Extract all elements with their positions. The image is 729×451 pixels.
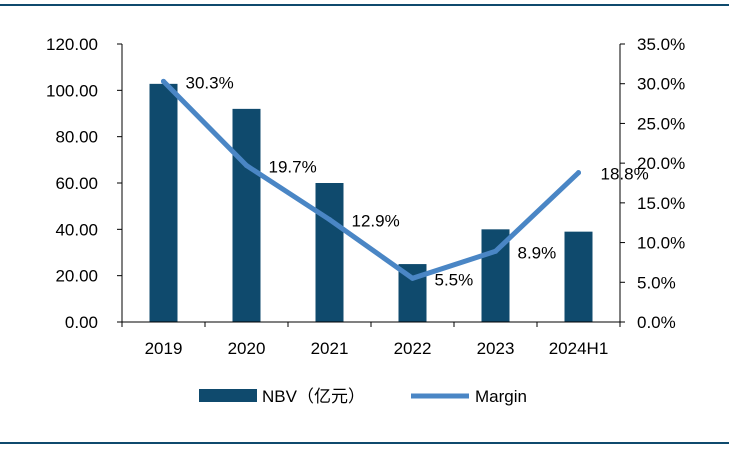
legend-bar-swatch xyxy=(199,389,257,402)
margin-data-label: 8.9% xyxy=(518,243,557,262)
bar-2024H1 xyxy=(564,231,593,322)
margin-point xyxy=(576,170,581,176)
x-tick-label: 2020 xyxy=(228,339,266,358)
legend: NBV（亿元） Margin xyxy=(199,387,527,406)
margin-data-label: 12.9% xyxy=(352,212,400,231)
legend-line-label: Margin xyxy=(475,387,527,406)
margin-point xyxy=(161,78,166,84)
margin-line xyxy=(161,78,581,281)
line-series xyxy=(161,78,581,281)
bottom-rule xyxy=(0,442,729,444)
top-rule xyxy=(0,4,729,6)
right-tick-label: 20.0% xyxy=(637,154,685,173)
right-tick-label: 15.0% xyxy=(637,194,685,213)
x-tick-label: 2023 xyxy=(477,339,515,358)
left-tick-label: 100.00 xyxy=(46,81,98,100)
margin-point xyxy=(410,275,415,281)
x-tick-label: 2021 xyxy=(311,339,349,358)
right-tick-label: 25.0% xyxy=(637,114,685,133)
margin-data-label: 30.3% xyxy=(186,73,234,92)
left-tick-label: 20.00 xyxy=(55,267,98,286)
right-tick-label: 35.0% xyxy=(637,35,685,54)
left-tick-label: 40.00 xyxy=(55,220,98,239)
x-tick-label: 2024H1 xyxy=(549,339,609,358)
right-tick-label: 5.0% xyxy=(637,273,676,292)
left-tick-label: 0.00 xyxy=(65,313,98,332)
axes: 0.00 20.00 40.00 60.00 80.00 100.00 120.00 0.0%… xyxy=(46,35,685,358)
margin-data-label: 5.5% xyxy=(435,270,474,289)
legend-bar-label: NBV（亿元） xyxy=(262,387,365,406)
right-tick-label: 30.0% xyxy=(637,75,685,94)
bar-2019 xyxy=(149,83,178,322)
data-labels: 30.3% 19.7% 12.9% 5.5% 8.9% 18.8% xyxy=(186,73,649,289)
margin-point xyxy=(493,248,498,254)
bar-2021 xyxy=(315,183,344,322)
bar-series xyxy=(149,83,593,322)
margin-point xyxy=(244,163,249,169)
left-tick-label: 120.00 xyxy=(46,35,98,54)
margin-data-label: 19.7% xyxy=(269,158,317,177)
bar-2020 xyxy=(232,108,261,322)
margin-point xyxy=(327,217,332,223)
right-tick-label: 10.0% xyxy=(637,234,685,253)
left-tick-label: 80.00 xyxy=(55,128,98,147)
left-tick-label: 60.00 xyxy=(55,174,98,193)
right-tick-label: 0.0% xyxy=(637,313,676,332)
x-tick-label: 2019 xyxy=(145,339,183,358)
x-tick-label: 2022 xyxy=(394,339,432,358)
margin-data-label: 18.8% xyxy=(601,165,649,184)
